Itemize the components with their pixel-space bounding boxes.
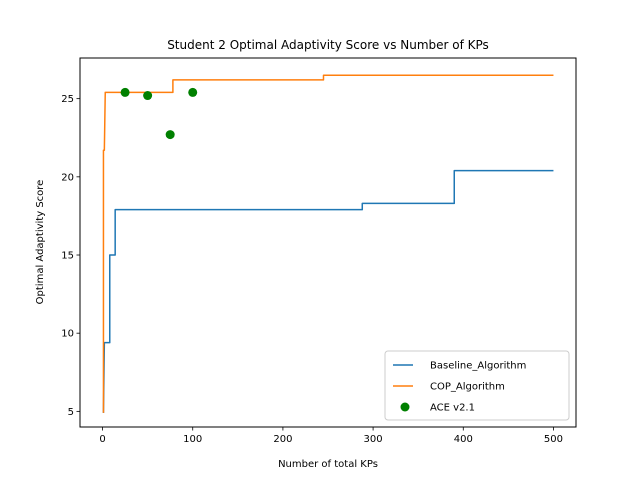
x-tick-label: 100 — [183, 434, 202, 445]
chart-title: Student 2 Optimal Adaptivity Score vs Nu… — [167, 38, 489, 52]
legend: Baseline_Algorithm COP_Algorithm ACE v2.1 — [384, 350, 570, 421]
x-tick-label: 200 — [273, 434, 292, 445]
scatter-point-ace-v2-1 — [120, 87, 130, 97]
y-tick-label: 10 — [61, 329, 74, 340]
legend-label-baseline-algorithm: Baseline_Algorithm — [430, 361, 526, 372]
legend-box — [384, 350, 570, 421]
plot-frame — [79, 57, 577, 428]
x-tick-label: 0 — [99, 434, 105, 445]
legend-label-cop-algorithm: COP_Algorithm — [430, 382, 505, 393]
scatter-point-ace-v2-1 — [188, 87, 198, 97]
x-tick-label: 400 — [454, 434, 473, 445]
x-axis-label: Number of total KPs — [278, 459, 378, 470]
y-tick-label: 5 — [68, 407, 74, 418]
legend-swatch-ace-v2-1 — [400, 402, 410, 412]
y-tick-label: 25 — [61, 94, 74, 105]
x-tick-label: 500 — [544, 434, 563, 445]
legend-label-ace-v2-1: ACE v2.1 — [430, 403, 475, 414]
plot-area — [102, 74, 554, 413]
y-axis-label: Optimal Adaptivity Score — [35, 180, 46, 305]
scatter-point-ace-v2-1 — [165, 130, 175, 140]
scatter-point-ace-v2-1 — [143, 91, 153, 101]
y-tick-label: 20 — [61, 172, 74, 183]
axis-ticks: 0 100 200 300 400 500 5 10 15 20 25 — [61, 94, 563, 445]
series-line-cop-algorithm — [102, 74, 554, 413]
y-tick-label: 15 — [61, 251, 74, 262]
x-tick-label: 300 — [364, 434, 383, 445]
series-line-baseline-algorithm — [102, 169, 554, 413]
